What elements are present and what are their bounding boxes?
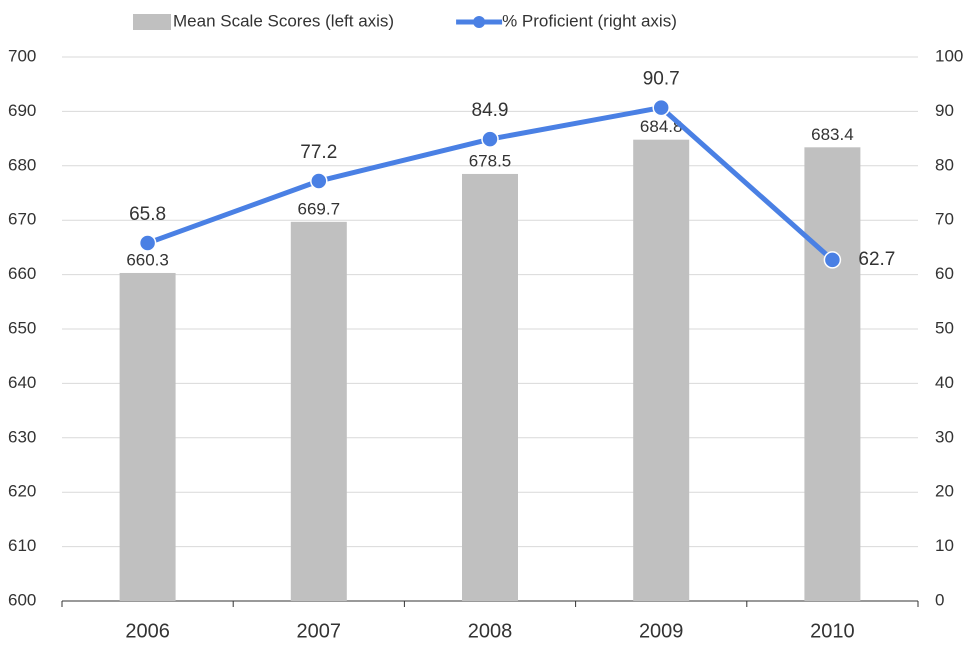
y-tick-label: 690 <box>8 101 36 120</box>
bar <box>119 272 176 601</box>
y-tick-label: 600 <box>8 590 36 609</box>
y2-tick-label: 0 <box>935 590 944 609</box>
bar-value-label: 678.5 <box>469 151 512 170</box>
y2-tick-label: 70 <box>935 210 954 229</box>
y2-tick-label: 40 <box>935 373 954 392</box>
y2-tick-label: 90 <box>935 101 954 120</box>
bar <box>633 139 690 602</box>
y2-tick-label: 50 <box>935 318 954 337</box>
y2-tick-label: 30 <box>935 427 954 446</box>
x-tick-label: 2006 <box>125 620 170 642</box>
bar-value-label: 669.7 <box>298 199 341 218</box>
legend-label: Mean Scale Scores (left axis) <box>173 11 394 30</box>
point <box>481 130 499 148</box>
point <box>138 234 157 252</box>
legend-dot <box>473 16 486 28</box>
y-tick-label: 650 <box>8 318 36 337</box>
y-tick-label: 610 <box>8 536 36 555</box>
y2-tick-label: 60 <box>935 264 954 283</box>
bar <box>290 221 347 601</box>
y2-tick-label: 10 <box>935 536 954 555</box>
line-value-label: 90.7 <box>643 69 680 90</box>
line-value-label: 65.8 <box>129 204 166 225</box>
y-tick-label: 640 <box>8 373 36 392</box>
legend-swatch <box>133 14 171 30</box>
bar <box>462 173 518 601</box>
bar-value-label: 684.8 <box>640 117 683 136</box>
bar-value-label: 683.4 <box>811 125 854 144</box>
point <box>652 98 670 117</box>
y2-tick-label: 20 <box>935 482 954 501</box>
bar-value-label: 660.3 <box>126 250 169 269</box>
x-tick-label: 2008 <box>468 620 513 642</box>
line-value-label: 77.2 <box>300 142 337 163</box>
bar <box>804 147 861 601</box>
point <box>823 251 842 269</box>
y2-tick-label: 100 <box>935 46 963 65</box>
point <box>310 172 328 190</box>
line-value-label: 62.7 <box>858 249 895 270</box>
y-tick-label: 620 <box>8 482 36 501</box>
y-tick-label: 700 <box>8 46 36 65</box>
x-tick-label: 2010 <box>810 620 855 642</box>
y-tick-label: 680 <box>8 155 36 174</box>
x-tick-label: 2007 <box>297 620 342 642</box>
line-value-label: 84.9 <box>472 100 509 121</box>
legend-label: % Proficient (right axis) <box>502 11 677 30</box>
y-tick-label: 630 <box>8 427 36 446</box>
x-tick-label: 2009 <box>639 620 684 642</box>
y-tick-label: 670 <box>8 210 36 229</box>
y2-tick-label: 80 <box>935 155 954 174</box>
y-tick-label: 660 <box>8 264 36 283</box>
